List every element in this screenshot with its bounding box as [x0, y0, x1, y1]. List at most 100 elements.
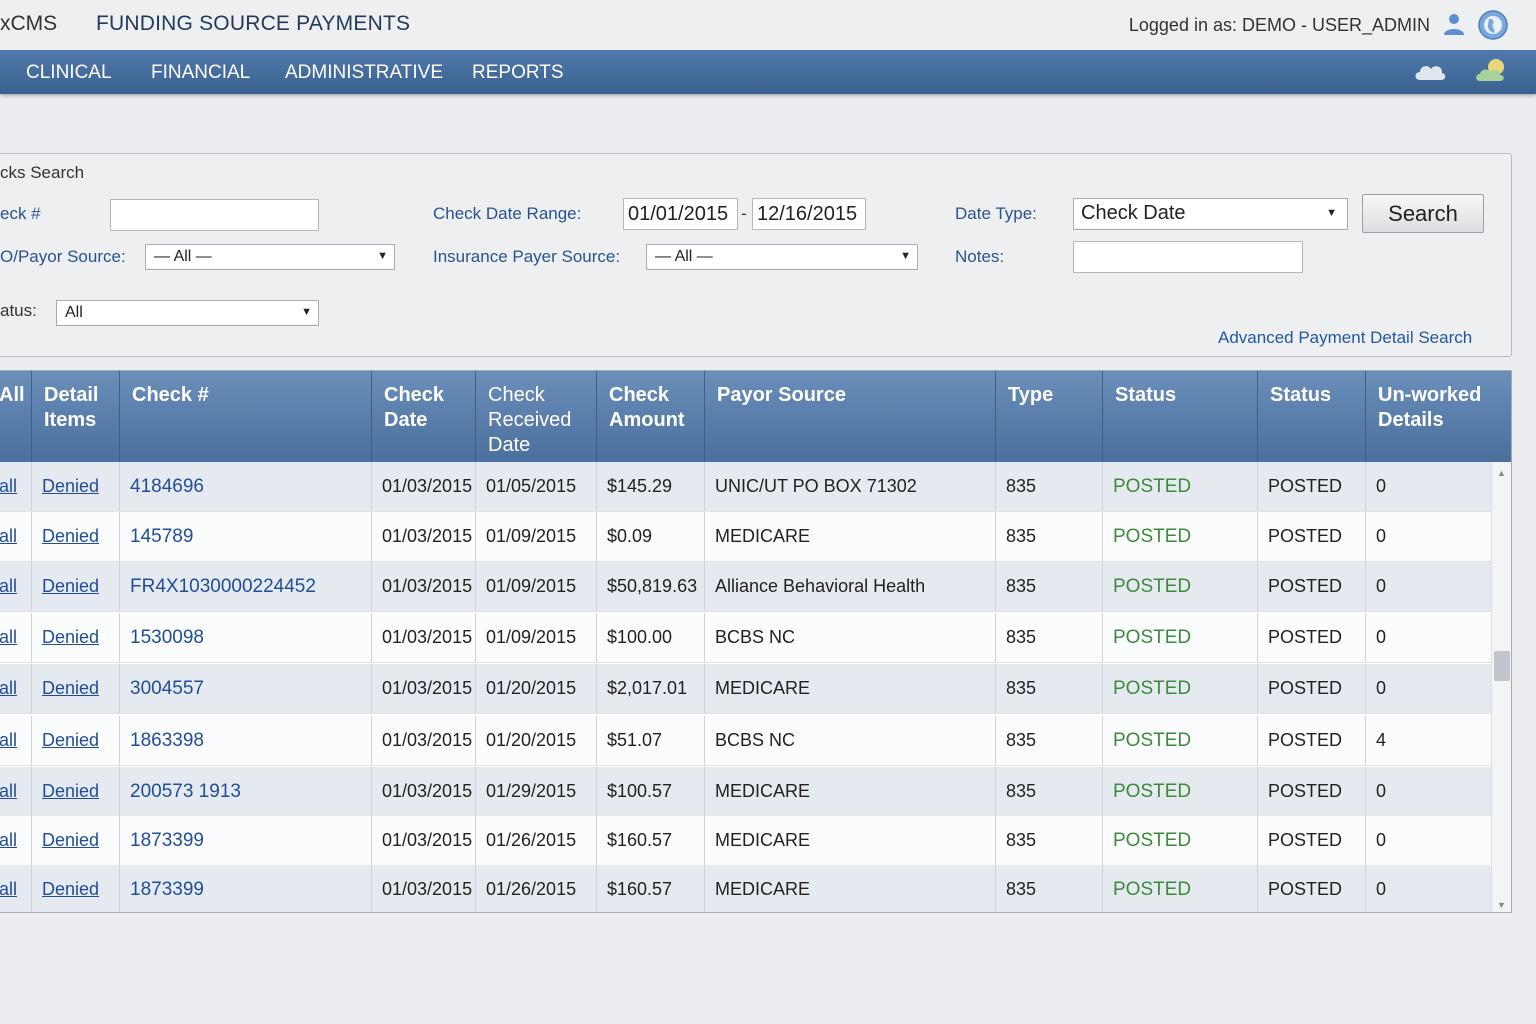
unworked-details-cell: 0: [1366, 865, 1493, 912]
scrollbar-thumb[interactable]: [1494, 651, 1510, 681]
nav-reports[interactable]: REPORTS: [472, 62, 564, 83]
insurance-payer-select[interactable]: — All — ▼: [646, 244, 918, 270]
payor-source-cell: MEDICARE: [705, 767, 996, 816]
table-row[interactable]: all Denied 3004557 01/03/2015 01/20/2015 $2,0…: [0, 664, 1493, 714]
check-number-link[interactable]: 3004557: [120, 664, 372, 713]
status-cell: POSTED: [1103, 865, 1258, 912]
chevron-down-icon: ▼: [1326, 207, 1337, 219]
nav-clinical[interactable]: CLINICAL: [26, 62, 112, 83]
nav-administrative[interactable]: ADMINISTRATIVE: [285, 62, 443, 83]
col-header-check-date[interactable]: Check Date: [372, 371, 476, 462]
status-cell: POSTED: [1103, 767, 1258, 816]
col-header-all[interactable]: All: [0, 371, 32, 462]
select-all-link[interactable]: all: [0, 462, 32, 511]
select-all-link[interactable]: all: [0, 512, 32, 561]
check-number-link[interactable]: FR4X1030000224452: [120, 562, 372, 611]
scroll-down-icon[interactable]: ▼: [1497, 900, 1506, 910]
table-row[interactable]: all Denied 1863398 01/03/2015 01/20/2015 $51.…: [0, 716, 1493, 766]
top-header: xCMS FUNDING SOURCE PAYMENTS Logged in a…: [0, 0, 1536, 50]
cloud-icon[interactable]: [1412, 58, 1448, 84]
weather-icon[interactable]: [1474, 56, 1510, 86]
table-header: All Detail Items Check # Check Date Chec…: [0, 371, 1511, 462]
status-2-cell: POSTED: [1258, 816, 1366, 865]
check-amount-cell: $160.57: [597, 865, 705, 912]
col-header-detail-items[interactable]: Detail Items: [32, 371, 120, 462]
table-row[interactable]: all Denied FR4X1030000224452 01/03/2015 01/0…: [0, 562, 1493, 612]
scroll-up-icon[interactable]: ▲: [1497, 468, 1506, 478]
type-cell: 835: [996, 767, 1103, 816]
unworked-details-cell: 0: [1366, 767, 1493, 816]
advanced-search-link[interactable]: Advanced Payment Detail Search: [1218, 328, 1473, 347]
date-to-input[interactable]: [752, 198, 866, 230]
check-amount-cell: $145.29: [597, 462, 705, 511]
status-2-cell: POSTED: [1258, 512, 1366, 561]
check-number-link[interactable]: 4184696: [120, 462, 372, 511]
status-cell: POSTED: [1103, 664, 1258, 713]
search-panel-title: cks Search: [0, 163, 85, 182]
notes-input[interactable]: [1073, 241, 1303, 273]
select-all-link[interactable]: all: [0, 664, 32, 713]
payor-source-cell: MEDICARE: [705, 865, 996, 912]
col-header-type[interactable]: Type: [996, 371, 1103, 462]
globe-icon[interactable]: [1478, 10, 1508, 40]
received-date-cell: 01/05/2015: [476, 462, 597, 511]
col-header-unworked-details[interactable]: Un-worked Details: [1378, 384, 1482, 431]
received-date-cell: 01/26/2015: [476, 865, 597, 912]
check-date-cell: 01/03/2015: [372, 462, 476, 511]
detail-items-link[interactable]: Denied: [32, 613, 120, 662]
check-number-link[interactable]: 145789: [120, 512, 372, 561]
col-header-status-2[interactable]: Status: [1258, 371, 1366, 462]
select-all-link[interactable]: all: [0, 613, 32, 662]
check-number-link[interactable]: 1530098: [120, 613, 372, 662]
detail-items-link[interactable]: Denied: [32, 816, 120, 865]
status-cell: POSTED: [1103, 716, 1258, 765]
table-row[interactable]: all Denied 145789 01/03/2015 01/09/2015 $0.09…: [0, 512, 1493, 562]
check-amount-cell: $160.57: [597, 816, 705, 865]
date-type-label: Date Type:: [955, 204, 1037, 223]
detail-items-link[interactable]: Denied: [32, 562, 120, 611]
status-cell: POSTED: [1103, 512, 1258, 561]
col-header-received-date[interactable]: Check Received Date: [476, 371, 597, 462]
table-row[interactable]: all Denied 1530098 01/03/2015 01/09/2015 $100…: [0, 613, 1493, 663]
check-number-link[interactable]: 1873399: [120, 865, 372, 912]
table-row[interactable]: all Denied 1873399 01/03/2015 01/26/2015 $160…: [0, 865, 1493, 912]
type-cell: 835: [996, 562, 1103, 611]
date-type-select[interactable]: Check Date ▼: [1073, 198, 1348, 230]
detail-items-link[interactable]: Denied: [32, 462, 120, 511]
status-cell: POSTED: [1103, 816, 1258, 865]
nav-financial[interactable]: FINANCIAL: [151, 62, 251, 83]
select-all-link[interactable]: all: [0, 865, 32, 912]
col-header-check-amount[interactable]: Check Amount: [597, 371, 705, 462]
date-from-input[interactable]: [623, 198, 738, 230]
select-all-link[interactable]: all: [0, 767, 32, 816]
payor-source-select[interactable]: — All — ▼: [145, 244, 395, 270]
search-button[interactable]: Search: [1362, 194, 1484, 233]
check-number-link[interactable]: 1873399: [120, 816, 372, 865]
check-amount-cell: $51.07: [597, 716, 705, 765]
table-scrollbar[interactable]: ▲ ▼: [1491, 462, 1511, 912]
type-cell: 835: [996, 865, 1103, 912]
received-date-cell: 01/20/2015: [476, 664, 597, 713]
detail-items-link[interactable]: Denied: [32, 767, 120, 816]
received-date-cell: 01/26/2015: [476, 816, 597, 865]
table-row[interactable]: all Denied 1873399 01/03/2015 01/26/2015 $160…: [0, 816, 1493, 866]
detail-items-link[interactable]: Denied: [32, 512, 120, 561]
detail-items-link[interactable]: Denied: [32, 865, 120, 912]
col-header-payor-source[interactable]: Payor Source: [705, 371, 996, 462]
status-select[interactable]: All ▼: [56, 300, 319, 326]
table-row[interactable]: all Denied 200573 1913 01/03/2015 01/29/2015…: [0, 767, 1493, 817]
select-all-link[interactable]: all: [0, 816, 32, 865]
detail-items-link[interactable]: Denied: [32, 716, 120, 765]
detail-items-link[interactable]: Denied: [32, 664, 120, 713]
user-icon[interactable]: [1442, 12, 1466, 36]
check-number-link[interactable]: 200573 1913: [120, 767, 372, 816]
select-all-link[interactable]: all: [0, 562, 32, 611]
select-all-link[interactable]: all: [0, 716, 32, 765]
check-number-input[interactable]: [110, 199, 319, 231]
status-cell: POSTED: [1103, 462, 1258, 511]
table-row[interactable]: all Denied 4184696 01/03/2015 01/05/2015 $145…: [0, 462, 1493, 512]
check-number-link[interactable]: 1863398: [120, 716, 372, 765]
chevron-down-icon: ▼: [900, 250, 911, 262]
col-header-status[interactable]: Status: [1103, 371, 1258, 462]
col-header-check-number[interactable]: Check #: [120, 371, 372, 462]
